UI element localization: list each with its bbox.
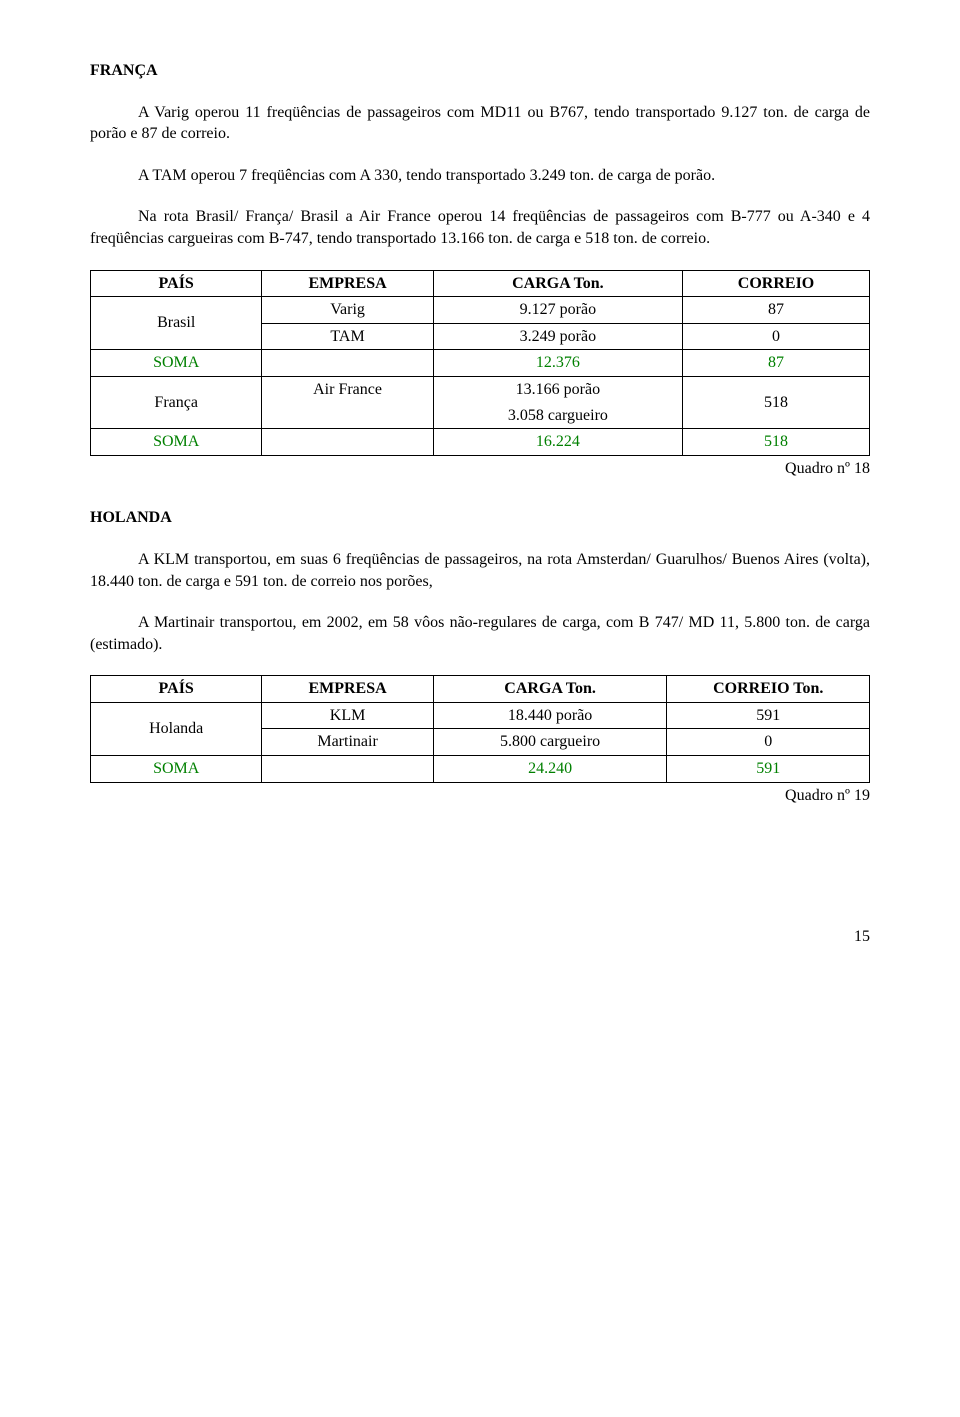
col-correio: CORREIO [683,270,870,297]
table-row: SOMA 24.240 591 [91,756,870,783]
col-correio: CORREIO Ton. [667,676,870,703]
franca-para-2: A TAM operou 7 freqüências com A 330, te… [90,165,870,187]
cell: TAM [262,323,433,350]
cell: 87 [683,297,870,324]
cell: Martinair [262,729,433,756]
table-row: Holanda KLM 18.440 porão 591 [91,702,870,729]
cell: Varig [262,297,433,324]
cell: 518 [683,376,870,428]
col-empresa: EMPRESA [262,270,433,297]
cell: 0 [667,729,870,756]
col-pais: PAÍS [91,270,262,297]
col-carga: CARGA Ton. [433,676,667,703]
cell: 591 [667,756,870,783]
table-holanda: PAÍS EMPRESA CARGA Ton. CORREIO Ton. Hol… [90,675,870,782]
col-carga: CARGA Ton. [433,270,682,297]
cell-soma: SOMA [91,756,262,783]
table-row: PAÍS EMPRESA CARGA Ton. CORREIO Ton. [91,676,870,703]
holanda-para-2: A Martinair transportou, em 2002, em 58 … [90,612,870,655]
col-empresa: EMPRESA [262,676,433,703]
cell: 3.058 cargueiro [433,403,682,429]
cell: Brasil [91,297,262,350]
cell: 16.224 [433,429,682,456]
cell: Air France [262,376,433,428]
cell [262,756,433,783]
holanda-para-1: A KLM transportou, em suas 6 freqüências… [90,549,870,592]
cell: 5.800 cargueiro [433,729,667,756]
cell: 12.376 [433,350,682,377]
cell-soma: SOMA [91,350,262,377]
table-caption-19: Quadro nº 19 [90,785,870,807]
table-row: SOMA 12.376 87 [91,350,870,377]
cell: Holanda [91,702,262,755]
col-pais: PAÍS [91,676,262,703]
cell: 87 [683,350,870,377]
page-number: 15 [90,926,870,948]
cell [262,429,433,456]
cell: 13.166 porão [433,376,682,402]
table-franca: PAÍS EMPRESA CARGA Ton. CORREIO Brasil V… [90,270,870,456]
table-row: Brasil Varig 9.127 porão 87 [91,297,870,324]
cell: 24.240 [433,756,667,783]
heading-franca: FRANÇA [90,60,870,82]
table-row: França Air France 13.166 porão 518 [91,376,870,402]
cell: França [91,376,262,428]
cell: 18.440 porão [433,702,667,729]
cell: 9.127 porão [433,297,682,324]
heading-holanda: HOLANDA [90,507,870,529]
cell: 518 [683,429,870,456]
franca-para-3: Na rota Brasil/ França/ Brasil a Air Fra… [90,206,870,249]
table-caption-18: Quadro nº 18 [90,458,870,480]
cell [262,350,433,377]
cell: 3.249 porão [433,323,682,350]
table-row: PAÍS EMPRESA CARGA Ton. CORREIO [91,270,870,297]
cell: 0 [683,323,870,350]
franca-para-1: A Varig operou 11 freqüências de passage… [90,102,870,145]
cell: KLM [262,702,433,729]
cell: 591 [667,702,870,729]
table-row: SOMA 16.224 518 [91,429,870,456]
cell-soma: SOMA [91,429,262,456]
